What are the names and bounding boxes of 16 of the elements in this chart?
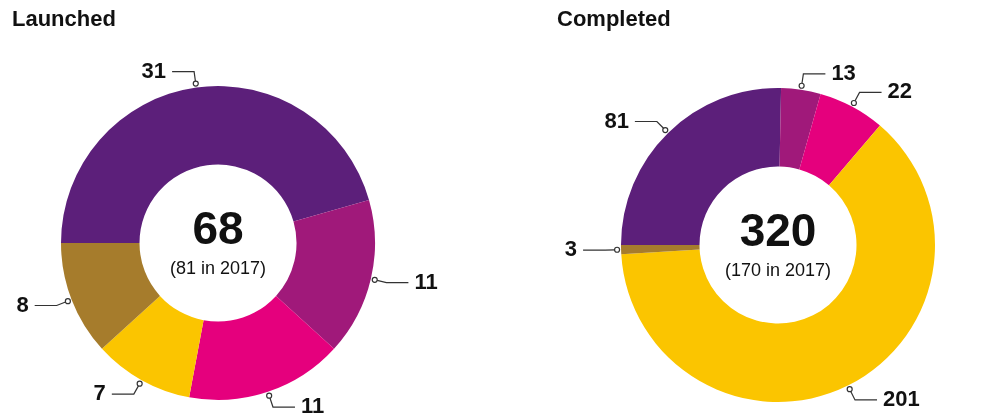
- data-label: 11: [414, 268, 438, 294]
- text: (81 in 2017): [169, 257, 267, 278]
- data-label: 8: [16, 291, 29, 317]
- data-label: 11: [300, 393, 325, 419]
- data-label: 3: [564, 236, 578, 262]
- text: (170 in 2017): [724, 259, 832, 280]
- text: 320: [739, 203, 817, 256]
- data-label: 22: [887, 78, 913, 104]
- chart-title: Completed: [557, 6, 671, 32]
- data-label: 7: [93, 380, 106, 406]
- data-label: 13: [831, 59, 856, 85]
- data-label: 201: [883, 385, 920, 411]
- chart-title: Launched: [12, 6, 116, 32]
- text: 68: [192, 201, 244, 254]
- data-label: 31: [141, 57, 167, 83]
- data-label: 81: [604, 107, 629, 133]
